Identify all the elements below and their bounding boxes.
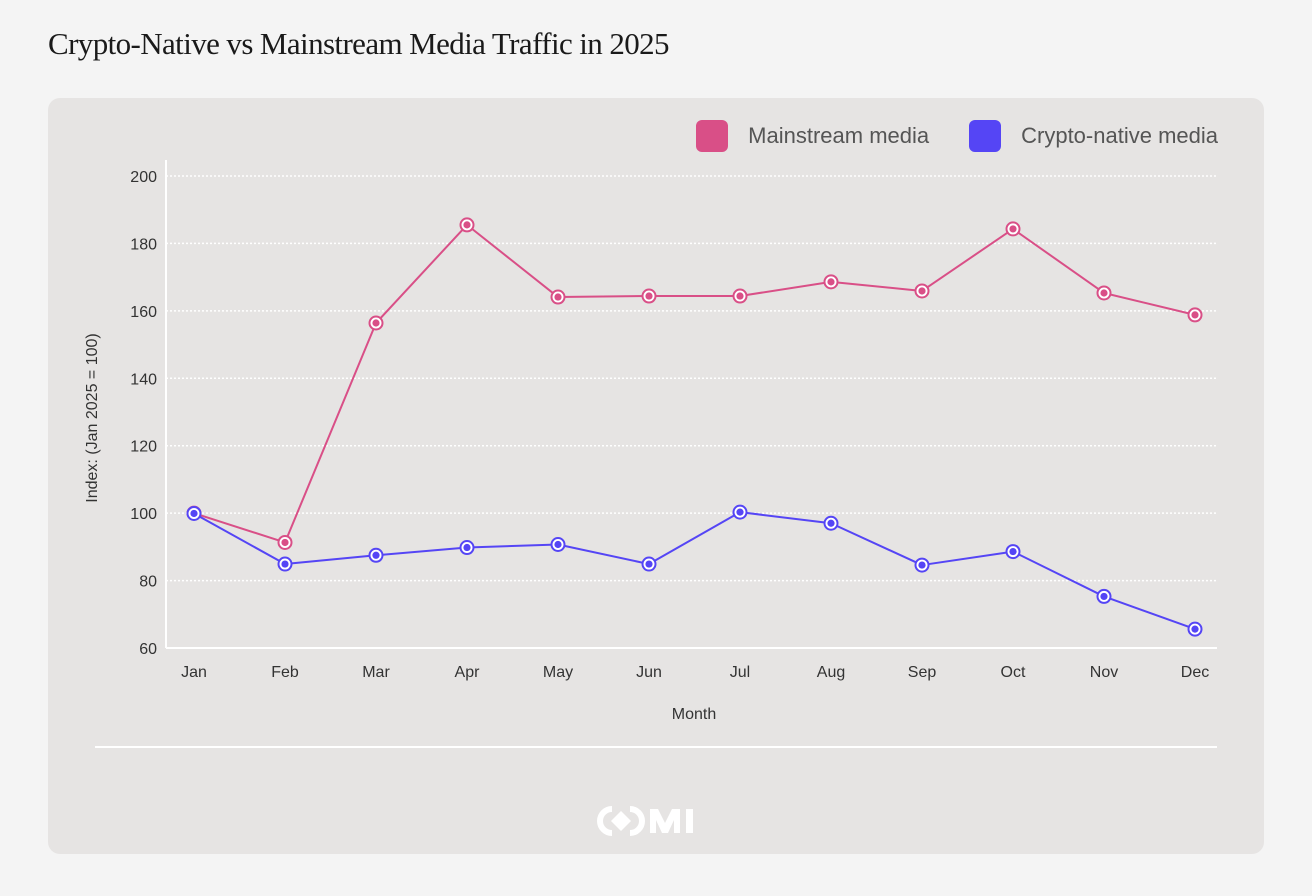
y-axis-title: Index: (Jan 2025 = 100) — [84, 333, 101, 502]
data-point[interactable] — [186, 505, 202, 521]
data-point[interactable] — [641, 556, 657, 572]
series-group — [186, 504, 1203, 637]
line-chart: 60 80 100 120 140 160 180 200 Jan Feb Mar Apr May Ju… — [84, 160, 1217, 723]
series-group — [186, 217, 1203, 550]
data-point-dot — [827, 519, 835, 527]
y-tick-label: 60 — [139, 641, 157, 658]
x-tick-label: Dec — [1181, 664, 1209, 681]
legend-swatch-crypto — [969, 120, 1002, 152]
data-point[interactable] — [459, 540, 475, 556]
page-title: Crypto-Native vs Mainstream Media Traffi… — [48, 26, 670, 61]
data-point-dot — [463, 221, 471, 229]
data-point[interactable] — [1187, 307, 1203, 323]
data-point-dot — [554, 540, 562, 549]
x-tick-label: Nov — [1090, 664, 1118, 681]
omi-logo-icon — [596, 806, 716, 841]
y-tick-label: 120 — [130, 439, 157, 456]
data-point[interactable] — [914, 557, 930, 573]
series-line — [193, 511, 1196, 631]
data-point-dot — [372, 551, 380, 559]
data-point[interactable] — [277, 556, 293, 572]
data-point-dot — [918, 561, 926, 569]
x-tick-label: Mar — [362, 664, 390, 681]
data-point-dot — [1191, 625, 1199, 633]
data-point-dot — [463, 543, 471, 552]
legend-item-crypto[interactable]: Crypto-native media — [969, 120, 1218, 152]
y-tick-label: 140 — [130, 371, 157, 388]
data-point-dot — [736, 292, 744, 300]
data-point[interactable] — [1096, 285, 1112, 301]
x-tick-label: Sep — [908, 664, 937, 681]
data-point[interactable] — [459, 217, 475, 233]
data-point-dot — [1100, 289, 1108, 297]
data-point[interactable] — [1187, 621, 1203, 637]
data-point[interactable] — [368, 315, 384, 331]
x-tick-label: Jun — [636, 664, 662, 681]
data-point[interactable] — [1005, 221, 1021, 237]
x-tick-label: Jan — [181, 664, 207, 681]
chart-legend: Mainstream media Crypto-native media — [696, 120, 1218, 152]
data-point[interactable] — [732, 288, 748, 304]
legend-swatch-mainstream — [696, 120, 729, 152]
data-point[interactable] — [823, 274, 839, 290]
data-point-dot — [1100, 592, 1108, 601]
data-point-dot — [645, 560, 653, 568]
y-tick-label: 80 — [139, 574, 157, 591]
data-point[interactable] — [732, 504, 748, 520]
x-tick-label: Oct — [1001, 664, 1026, 681]
data-point[interactable] — [1005, 544, 1021, 560]
legend-item-mainstream[interactable]: Mainstream media — [696, 120, 929, 152]
x-tick-label: Apr — [455, 664, 481, 681]
legend-label-crypto: Crypto-native media — [1021, 123, 1218, 148]
data-point-dot — [1009, 225, 1017, 233]
data-point[interactable] — [823, 515, 839, 531]
y-tick-label: 100 — [130, 506, 157, 523]
data-point[interactable] — [368, 547, 384, 563]
x-tick-label: Aug — [817, 664, 845, 681]
data-point-dot — [554, 293, 562, 301]
data-point-dot — [645, 292, 653, 300]
x-tick-label: Feb — [271, 664, 299, 681]
y-tick-label: 180 — [130, 236, 157, 253]
y-axis-ticks: 60 80 100 120 140 160 180 200 — [130, 169, 157, 658]
data-point[interactable] — [550, 536, 566, 552]
x-tick-label: Jul — [730, 664, 750, 681]
data-point-dot — [1009, 547, 1017, 556]
data-point-dot — [918, 287, 926, 295]
x-axis-ticks: Jan Feb Mar Apr May Jun Jul Aug Sep Oct Nov Dec — [181, 664, 1209, 681]
y-tick-label: 160 — [130, 304, 157, 321]
gridlines — [166, 175, 1217, 582]
y-tick-label: 200 — [130, 169, 157, 186]
series-lines — [186, 217, 1203, 637]
legend-label-mainstream: Mainstream media — [748, 123, 930, 148]
x-axis-title: Month — [672, 706, 716, 723]
data-point-dot — [372, 319, 380, 327]
data-point[interactable] — [1096, 588, 1112, 604]
data-point[interactable] — [914, 283, 930, 299]
data-point[interactable] — [641, 288, 657, 304]
data-point[interactable] — [550, 289, 566, 305]
data-point-dot — [190, 509, 198, 518]
chart-card: Mainstream media Crypto-native media 60 8… — [48, 98, 1264, 854]
data-point-dot — [827, 278, 835, 286]
data-point-dot — [281, 560, 289, 568]
data-point[interactable] — [277, 534, 293, 550]
series-line — [193, 223, 1196, 544]
footer-divider — [95, 746, 1217, 748]
data-point-dot — [736, 508, 744, 516]
data-point-dot — [1191, 311, 1199, 319]
x-tick-label: May — [543, 664, 573, 681]
data-point-dot — [281, 538, 289, 547]
